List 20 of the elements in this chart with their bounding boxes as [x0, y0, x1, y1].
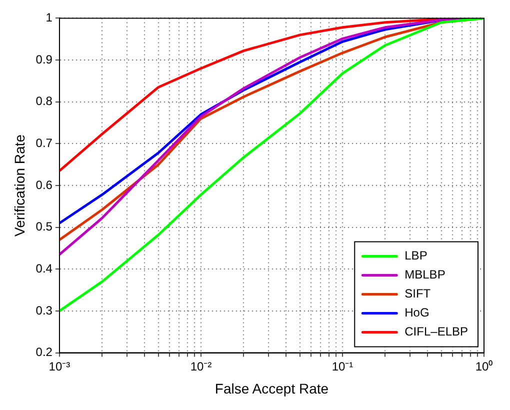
legend-label: LBP	[404, 248, 428, 263]
legend-label: SIFT	[404, 286, 432, 301]
y-tick-label: 0.2	[36, 345, 53, 360]
x-tick-label: 10⁻¹	[332, 359, 354, 374]
y-axis-title: Verification Rate	[11, 134, 28, 236]
legend-label: CIFL–ELBP	[404, 324, 468, 339]
x-tick-label: 10⁻³	[48, 359, 70, 374]
y-tick-label: 0.5	[36, 220, 53, 234]
x-tick-label: 10⁰	[475, 359, 493, 374]
y-tick-label: 0.9	[36, 52, 53, 66]
y-tick-label: 0.4	[36, 261, 53, 276]
y-tick-label: 1	[46, 10, 53, 25]
y-tick-label: 0.8	[36, 94, 53, 108]
legend-label: MBLBP	[404, 268, 446, 282]
y-tick-label: 0.3	[36, 303, 53, 318]
y-tick-label: 0.6	[36, 178, 53, 192]
x-tick-label: 10⁻²	[190, 359, 212, 374]
legend-label: HoG	[404, 306, 430, 320]
x-axis-title: False Accept Rate	[214, 380, 329, 396]
y-tick-label: 0.7	[36, 136, 53, 150]
